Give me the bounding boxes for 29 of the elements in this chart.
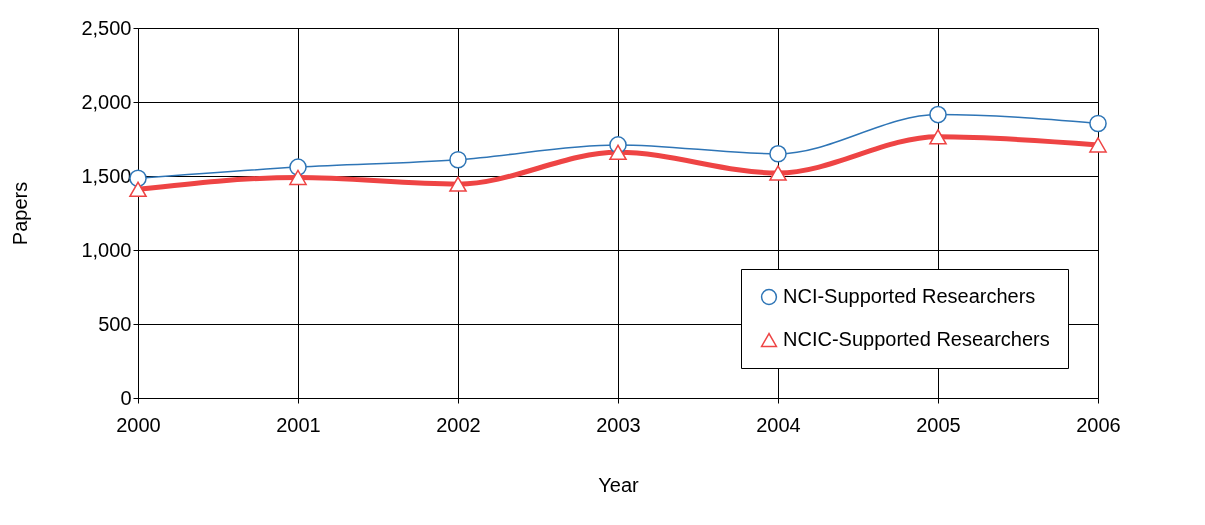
point — [129, 169, 147, 188]
point — [449, 176, 467, 192]
point — [929, 105, 947, 124]
point — [129, 181, 147, 198]
legend-label: NCIC-Supported Researchers — [783, 328, 1050, 350]
x-axis-title: Year — [598, 473, 640, 496]
point — [1089, 137, 1107, 153]
x-tick-label: 2002 — [436, 413, 481, 436]
y-tick-label: 0 — [120, 386, 132, 409]
x-tick-label: 2006 — [1076, 413, 1121, 436]
y-tick-label: 2,000 — [81, 90, 132, 113]
x-tick-label: 2000 — [116, 413, 161, 436]
x-tick-label: 2001 — [276, 413, 321, 436]
point — [769, 145, 787, 163]
y-tick-label: 500 — [98, 312, 132, 335]
point — [289, 169, 307, 186]
point — [609, 144, 627, 161]
point — [1089, 114, 1107, 133]
y-axis-title: Papers — [9, 181, 32, 246]
point — [449, 150, 467, 169]
point — [929, 129, 947, 145]
x-tick-label: 2004 — [756, 413, 801, 436]
y-tick-label: 1,000 — [81, 238, 132, 261]
x-tick-label: 2003 — [596, 413, 641, 436]
y-tick-label: 1,500 — [81, 164, 132, 187]
y-tick-label: 2,500 — [81, 16, 132, 39]
legend-label: NCI-Supported Researchers — [783, 285, 1036, 307]
point — [769, 165, 787, 181]
x-tick-label: 2005 — [916, 413, 961, 436]
